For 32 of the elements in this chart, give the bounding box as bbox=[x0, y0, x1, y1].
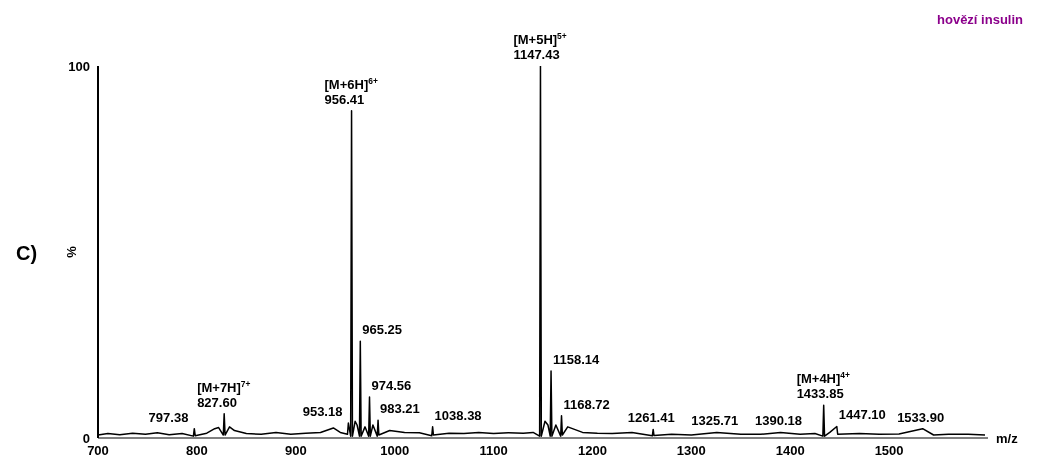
annotation: 1158.14 bbox=[553, 352, 601, 368]
y-tick-label: 100 bbox=[68, 58, 90, 74]
x-tick-label: 1200 bbox=[577, 443, 607, 459]
annotation: [M+5H]$^{5+}$ 1147.43 bbox=[513, 31, 567, 62]
annotation: [M+6H]$^{6+}$ 956.41 bbox=[324, 75, 378, 107]
annotation: [M+7H]$^{7+}$ 827.60 bbox=[197, 378, 251, 410]
x-tick-label: 1500 bbox=[874, 443, 904, 459]
y-axis-title: % bbox=[64, 245, 79, 258]
x-tick-label: 1300 bbox=[676, 443, 706, 459]
text: C) bbox=[16, 242, 38, 264]
annotation: 974.56 bbox=[371, 378, 412, 394]
annotation: [M+4H]$^{4+}$ 1433.85 bbox=[796, 370, 851, 402]
x-tick-label: 1100 bbox=[479, 443, 508, 459]
chart-title: hovězí insulin bbox=[937, 12, 1024, 27]
x-tick-label: 900 bbox=[284, 443, 307, 459]
annotation: 1261.41 bbox=[627, 410, 675, 426]
x-tick-label: 1400 bbox=[775, 443, 805, 459]
y-tick-label: 0 bbox=[82, 430, 90, 446]
annotation: 1447.10 bbox=[838, 407, 886, 423]
annotation: 1325.71 bbox=[691, 413, 739, 429]
x-tick-label: 800 bbox=[186, 443, 208, 459]
annotation: 965.25 bbox=[362, 322, 403, 338]
x-tick-label: 1000 bbox=[380, 443, 410, 459]
annotation: 1038.38 bbox=[434, 407, 482, 423]
annotation: 797.38 bbox=[148, 409, 189, 425]
x-tick-label: 700 bbox=[87, 443, 109, 459]
annotation: 1390.18 bbox=[755, 413, 803, 429]
annotation: 983.21 bbox=[380, 401, 420, 417]
annotation: 1168.72 bbox=[563, 396, 610, 412]
annotation: 953.18 bbox=[302, 404, 343, 420]
annotation: 1533.90 bbox=[897, 409, 945, 425]
x-axis-title: m/z bbox=[996, 431, 1019, 446]
